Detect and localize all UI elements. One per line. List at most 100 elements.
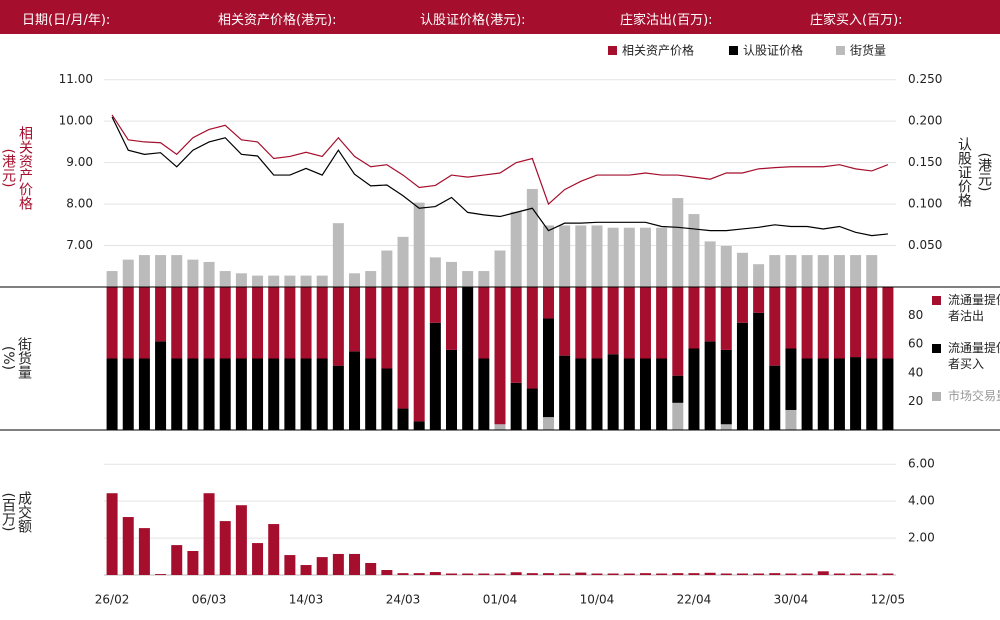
- stack-segment: [785, 287, 797, 349]
- stack-segment: [720, 287, 732, 350]
- axis-title: 街货量: [16, 337, 32, 379]
- bar: [284, 555, 296, 575]
- header-label: 认股证价格(港元):: [420, 13, 526, 28]
- volume-bar: [559, 225, 571, 287]
- stack-segment: [300, 287, 312, 359]
- legend-item: 市场交易量: [932, 388, 1000, 404]
- bar: [446, 573, 458, 575]
- bar: [882, 573, 894, 575]
- bar: [219, 521, 231, 575]
- stack-segment: [332, 365, 344, 430]
- legend-swatch: [932, 296, 941, 305]
- stack-segment: [138, 287, 150, 359]
- stack-segment: [397, 408, 409, 430]
- stack-segment: [591, 287, 603, 359]
- stack-segment: [704, 287, 716, 342]
- volume-bar: [575, 225, 587, 287]
- stack-segment: [187, 287, 199, 359]
- stack-segment: [316, 287, 328, 359]
- volume-bar: [252, 275, 264, 287]
- stack-segment: [510, 382, 522, 430]
- legend-swatch: [608, 46, 617, 55]
- volume-bar: [106, 271, 118, 287]
- legend-item: 流通量提供者沽出: [932, 292, 1000, 324]
- header-label: 庄家买入(百万):: [810, 13, 903, 28]
- stack-segment: [268, 287, 280, 359]
- stack-segment: [381, 368, 393, 430]
- bar: [365, 563, 377, 575]
- stack-segment: [526, 388, 538, 430]
- stack-segment: [672, 402, 684, 430]
- stack-segment: [138, 358, 150, 430]
- volume-bar: [623, 227, 635, 287]
- bar: [559, 573, 571, 575]
- x-tick-label: 26/02: [95, 593, 130, 607]
- tick-label: 0.150: [908, 155, 942, 169]
- axis-title: (%): [0, 346, 16, 370]
- volume-bar: [704, 241, 716, 287]
- bar: [203, 493, 215, 575]
- stack-segment: [203, 287, 215, 359]
- volume-bar: [688, 214, 700, 287]
- stack-segment: [252, 358, 264, 430]
- legend-swatch: [729, 46, 738, 55]
- legend-label: 市场交易量: [948, 389, 1000, 403]
- stack-segment: [769, 287, 781, 366]
- stack-segment: [866, 358, 878, 430]
- header-label: 日期(日/月/年):: [22, 13, 111, 28]
- legend-label: 相关资产价格: [622, 43, 694, 58]
- volume-bar: [510, 211, 522, 287]
- volume-bar: [833, 255, 845, 287]
- stack-segment: [736, 322, 748, 430]
- stack-segment: [769, 365, 781, 430]
- bar: [785, 573, 797, 575]
- bar: [753, 573, 765, 575]
- stack-segment: [817, 287, 829, 359]
- volume-bar: [462, 271, 474, 287]
- stack-segment: [704, 341, 716, 430]
- tick-label: 11.00: [59, 72, 93, 86]
- volume-bar: [171, 255, 183, 287]
- tick-label: 0.050: [908, 238, 942, 252]
- stack-segment: [365, 287, 377, 359]
- volume-bar: [817, 255, 829, 287]
- stack-segment: [672, 287, 684, 376]
- price-line: [111, 116, 888, 237]
- stack-segment: [332, 287, 344, 366]
- x-tick-label: 14/03: [289, 593, 324, 607]
- volume-bar: [656, 227, 668, 287]
- x-tick-label: 22/04: [677, 593, 712, 607]
- volume-bar: [769, 255, 781, 287]
- volume-bar: [478, 271, 490, 287]
- stack-segment: [559, 287, 571, 356]
- volume-bar: [639, 227, 651, 287]
- bar: [494, 573, 506, 575]
- volume-bar: [332, 223, 344, 287]
- stack-segment: [866, 287, 878, 359]
- stack-segment: [656, 358, 668, 430]
- volume-bar: [607, 227, 619, 287]
- legend-swatch: [932, 392, 941, 401]
- bar: [235, 505, 247, 575]
- tick-label: 7.00: [66, 238, 93, 252]
- volume-bar: [268, 275, 280, 287]
- stack-segment: [753, 287, 765, 313]
- stack-segment: [882, 287, 894, 359]
- header-label: 庄家沽出(百万):: [620, 13, 713, 28]
- bar: [688, 573, 700, 575]
- stack-segment: [413, 287, 425, 422]
- volume-bar: [429, 257, 441, 287]
- volume-bar: [316, 275, 328, 287]
- price-line: [111, 114, 889, 206]
- bar: [138, 528, 150, 575]
- tick-label: 6.00: [908, 457, 935, 471]
- stack-segment: [720, 349, 732, 425]
- x-tick-label: 30/04: [774, 593, 809, 607]
- stack-segment: [801, 287, 813, 359]
- bar: [769, 573, 781, 575]
- stack-segment: [316, 358, 328, 430]
- bar: [332, 553, 344, 575]
- stack-segment: [252, 287, 264, 359]
